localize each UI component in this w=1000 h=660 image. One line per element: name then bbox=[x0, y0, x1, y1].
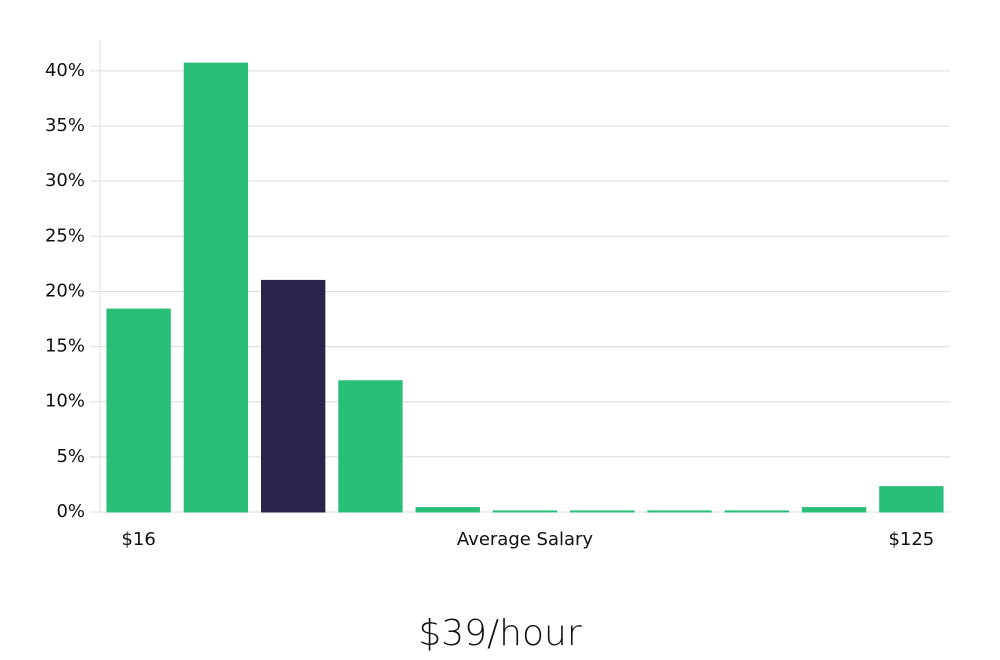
bar bbox=[415, 507, 480, 513]
bar bbox=[183, 62, 249, 513]
y-tick-label: 30% bbox=[45, 170, 85, 191]
x-axis-label: Average Salary bbox=[457, 529, 594, 550]
y-tick-label: 15% bbox=[45, 336, 85, 357]
chart-title: $39/hour bbox=[418, 613, 582, 654]
y-tick-label: 5% bbox=[56, 446, 85, 467]
bar bbox=[338, 380, 403, 513]
x-tick-label: $16 bbox=[121, 529, 155, 550]
bar bbox=[801, 507, 867, 513]
y-tick-label: 10% bbox=[45, 391, 85, 412]
y-tick-label: 20% bbox=[45, 280, 85, 301]
y-tick-label: 0% bbox=[56, 501, 85, 522]
bar bbox=[879, 486, 944, 513]
x-tick-label: $125 bbox=[888, 529, 934, 550]
bar bbox=[261, 279, 326, 513]
y-tick-label: 40% bbox=[45, 60, 85, 81]
y-tick-label: 25% bbox=[45, 225, 85, 246]
bar bbox=[724, 510, 789, 513]
bar bbox=[570, 510, 635, 513]
y-tick-label: 35% bbox=[45, 115, 85, 136]
bar bbox=[647, 510, 712, 513]
bar bbox=[492, 510, 558, 513]
bar bbox=[106, 308, 171, 513]
